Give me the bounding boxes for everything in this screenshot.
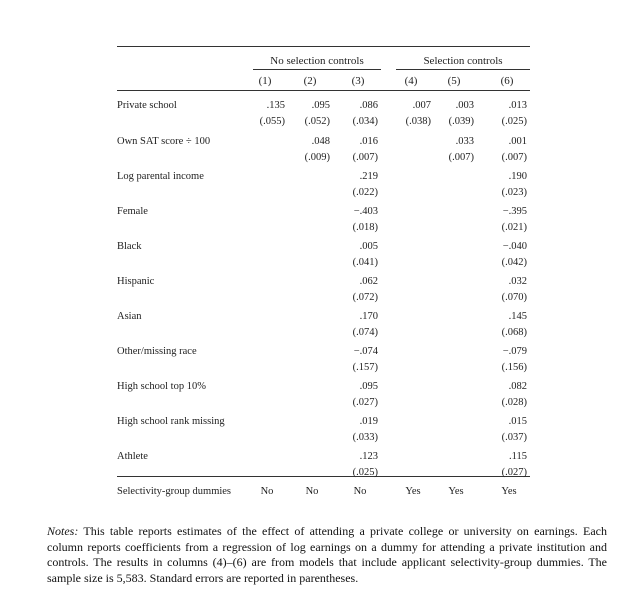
standard-error: (.157) — [352, 362, 378, 373]
standard-error: (.052) — [304, 116, 330, 127]
coefficient: .082 — [508, 381, 527, 392]
standard-error: (.055) — [259, 116, 285, 127]
footer-value: No — [305, 486, 319, 497]
column-header: (5) — [447, 75, 461, 87]
row-label: Black — [117, 241, 142, 252]
standard-error: (.007) — [352, 152, 378, 163]
coefficient: −.074 — [353, 346, 378, 357]
footer-value: Yes — [405, 486, 421, 497]
coefficient: .062 — [359, 276, 378, 287]
coefficient: .016 — [359, 136, 378, 147]
standard-error: (.027) — [352, 397, 378, 408]
row-label: Hispanic — [117, 276, 155, 287]
table-top-rule — [117, 46, 530, 47]
coefficient: .095 — [359, 381, 378, 392]
standard-error: (.039) — [448, 116, 474, 127]
coefficient: −.403 — [353, 206, 378, 217]
standard-error: (.034) — [352, 116, 378, 127]
standard-error: (.038) — [405, 116, 431, 127]
coefficient: .086 — [359, 100, 378, 111]
column-header-rule — [117, 90, 530, 91]
standard-error: (.023) — [501, 187, 527, 198]
column-header: (6) — [500, 75, 514, 87]
coefficient: .007 — [412, 100, 431, 111]
group-header-selection: Selection controls — [423, 55, 503, 67]
standard-error: (.022) — [352, 187, 378, 198]
row-label: Athlete — [117, 451, 148, 462]
coefficient: .048 — [311, 136, 330, 147]
standard-error: (.027) — [501, 467, 527, 478]
coefficient: .135 — [266, 100, 285, 111]
standard-error: (.018) — [352, 222, 378, 233]
coefficient: .095 — [311, 100, 330, 111]
footer-label: Selectivity-group dummies — [117, 486, 232, 497]
row-label: High school top 10% — [117, 381, 206, 392]
coefficient: .001 — [508, 136, 527, 147]
standard-error: (.033) — [352, 432, 378, 443]
standard-error: (.156) — [501, 362, 527, 373]
column-header: (2) — [303, 75, 317, 87]
standard-error: (.072) — [352, 292, 378, 303]
coefficient: .015 — [508, 416, 527, 427]
standard-error: (.025) — [501, 116, 527, 127]
group-header-no-selection: No selection controls — [270, 55, 364, 67]
coefficient: .033 — [455, 136, 474, 147]
coefficient: .019 — [359, 416, 378, 427]
standard-error: (.041) — [352, 257, 378, 268]
row-label: Female — [117, 206, 148, 217]
group-rule-left — [253, 69, 381, 70]
footer-value: No — [260, 486, 274, 497]
row-label: Private school — [117, 100, 177, 111]
coefficient: .003 — [455, 100, 474, 111]
table-notes: Notes: This table reports estimates of t… — [47, 524, 607, 586]
standard-error: (.025) — [352, 467, 378, 478]
footer-value: Yes — [448, 486, 464, 497]
standard-error: (.021) — [501, 222, 527, 233]
coefficient: .123 — [359, 451, 378, 462]
coefficient: .005 — [359, 241, 378, 252]
row-label: Other/missing race — [117, 346, 197, 357]
table-bottom-rule — [117, 476, 530, 477]
standard-error: (.042) — [501, 257, 527, 268]
coefficient: .190 — [508, 171, 527, 182]
coefficient: −.079 — [502, 346, 527, 357]
coefficient: .013 — [508, 100, 527, 111]
row-label: Own SAT score ÷ 100 — [117, 136, 211, 147]
standard-error: (.028) — [501, 397, 527, 408]
standard-error: (.070) — [501, 292, 527, 303]
row-label: High school rank missing — [117, 416, 225, 427]
standard-error: (.007) — [501, 152, 527, 163]
coefficient: .145 — [508, 311, 527, 322]
notes-lead: Notes: — [47, 524, 79, 538]
standard-error: (.074) — [352, 327, 378, 338]
footer-value: No — [353, 486, 367, 497]
coefficient: .170 — [359, 311, 378, 322]
coefficient: −.395 — [502, 206, 527, 217]
column-header: (4) — [404, 75, 418, 87]
coefficient: .032 — [508, 276, 527, 287]
standard-error: (.007) — [448, 152, 474, 163]
row-label: Log parental income — [117, 171, 204, 182]
row-label: Asian — [117, 311, 142, 322]
notes-text: This table reports estimates of the effe… — [47, 524, 607, 585]
coefficient: .219 — [359, 171, 378, 182]
coefficient: .115 — [509, 451, 527, 462]
standard-error: (.009) — [304, 152, 330, 163]
standard-error: (.068) — [501, 327, 527, 338]
column-header: (1) — [258, 75, 272, 87]
coefficient: −.040 — [502, 241, 527, 252]
footer-value: Yes — [501, 486, 517, 497]
group-rule-right — [396, 69, 530, 70]
standard-error: (.037) — [501, 432, 527, 443]
column-header: (3) — [351, 75, 365, 87]
